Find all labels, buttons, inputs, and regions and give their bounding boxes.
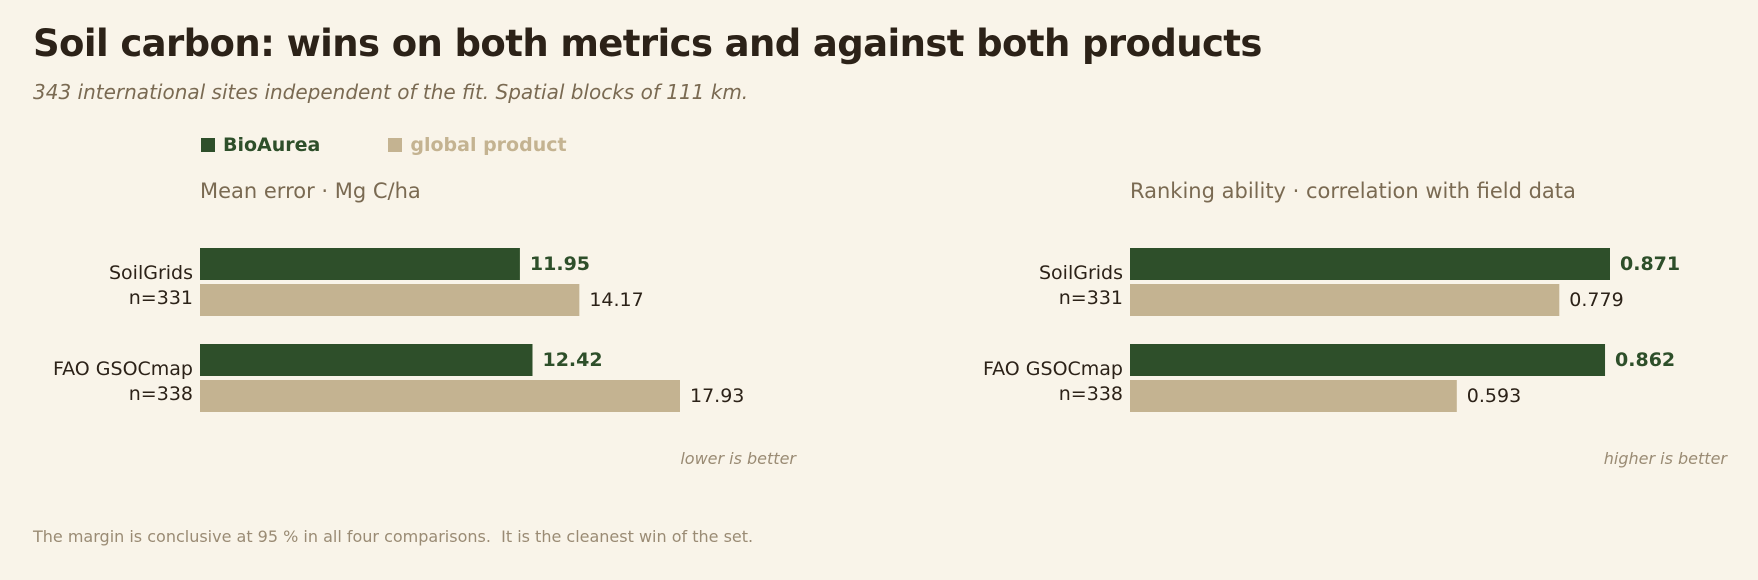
legend-swatch-bioaurea xyxy=(201,138,215,152)
panel-1-note: lower is better xyxy=(680,449,797,468)
charts-area: Mean error · Mg C/ha SoilGrids n=331 11.95 1… xyxy=(53,179,1729,468)
panel-2-category-label: SoilGrids xyxy=(1039,262,1123,284)
panel-1-data-label: 11.95 xyxy=(530,253,590,275)
panel-2-data-label: 0.779 xyxy=(1569,289,1623,311)
panel-2-bar-global-product xyxy=(1130,380,1457,412)
panel-2-data-label: 0.862 xyxy=(1615,349,1675,371)
panel-1-bar-global-product xyxy=(200,380,680,412)
panel-1-data-label: 14.17 xyxy=(589,289,643,311)
panel-1-category-sublabel: n=338 xyxy=(129,383,193,405)
footer-note: The margin is conclusive at 95 % in all … xyxy=(33,527,754,546)
panel-2-title: Ranking ability · correlation with field… xyxy=(1130,179,1576,203)
panel-1-category-sublabel: n=331 xyxy=(129,287,193,309)
legend: BioAurea global product xyxy=(201,134,567,156)
panel-1-data-label: 17.93 xyxy=(690,385,744,407)
panel-1-bar-bioaurea xyxy=(200,344,533,376)
legend-label-global-product: global product xyxy=(410,134,567,156)
panel-1-title: Mean error · Mg C/ha xyxy=(200,179,421,203)
panel-2-bar-global-product xyxy=(1130,284,1560,316)
panel-1-category-label: SoilGrids xyxy=(109,262,193,284)
legend-label-bioaurea: BioAurea xyxy=(223,134,321,156)
panel-2-category-sublabel: n=338 xyxy=(1059,383,1123,405)
panel-1-bar-global-product xyxy=(200,284,580,316)
panel-2-category-sublabel: n=331 xyxy=(1059,287,1123,309)
panel-2-data-label: 0.593 xyxy=(1467,385,1521,407)
panel-1-category-label: FAO GSOCmap xyxy=(53,358,193,380)
panel-1-data-label: 12.42 xyxy=(542,349,602,371)
legend-swatch-global-product xyxy=(388,138,403,152)
panel-2-data-label: 0.871 xyxy=(1620,253,1680,275)
panel-2-note: higher is better xyxy=(1604,449,1729,468)
panel-2-category-label: FAO GSOCmap xyxy=(983,358,1123,380)
legend-item-global-product: global product xyxy=(388,134,567,156)
panel-1-bar-bioaurea xyxy=(200,248,520,280)
page-title: Soil carbon: wins on both metrics and ag… xyxy=(33,22,1262,65)
page-subtitle: 343 international sites independent of t… xyxy=(33,80,749,104)
legend-item-bioaurea: BioAurea xyxy=(201,134,320,156)
panel-2-bar-bioaurea xyxy=(1130,248,1610,280)
panel-2-bar-bioaurea xyxy=(1130,344,1606,376)
